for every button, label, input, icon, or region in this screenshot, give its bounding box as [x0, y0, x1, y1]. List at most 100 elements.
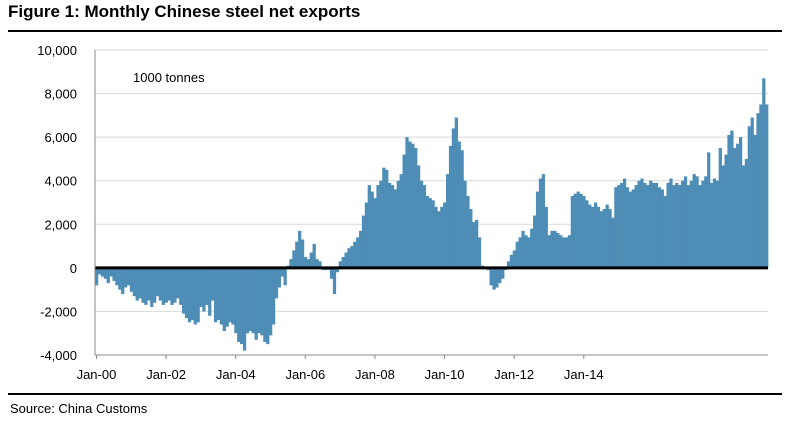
x-tick-label: Jan-04 — [216, 367, 256, 382]
x-tick-label: Jan-14 — [564, 367, 604, 382]
bar — [205, 267, 209, 305]
bar — [274, 267, 279, 299]
bar — [550, 230, 554, 268]
bar — [225, 267, 229, 327]
bar — [588, 204, 592, 268]
bar — [622, 178, 627, 268]
bar — [260, 267, 264, 336]
bar — [451, 128, 456, 268]
bar — [237, 267, 241, 342]
bar — [649, 180, 653, 268]
bar — [167, 267, 171, 301]
bar — [213, 267, 218, 323]
bar — [300, 239, 305, 268]
bar — [605, 204, 609, 268]
x-tick-label: Jan-06 — [285, 367, 325, 382]
figure-title: Figure 1: Monthly Chinese steel net expo… — [8, 2, 361, 21]
bar — [118, 267, 122, 290]
bar — [564, 237, 569, 268]
bar — [399, 174, 403, 268]
bar — [367, 185, 371, 268]
bar — [562, 237, 566, 268]
bar — [741, 165, 746, 268]
bar — [350, 246, 354, 268]
bar — [182, 267, 186, 314]
bar — [535, 191, 540, 268]
bar — [417, 165, 421, 268]
bar — [164, 267, 168, 303]
bar — [341, 256, 345, 268]
bar — [234, 267, 238, 334]
bar — [660, 189, 664, 268]
bar — [744, 158, 749, 268]
bar — [353, 241, 357, 268]
bar — [472, 222, 476, 268]
bar — [727, 134, 731, 268]
bar — [759, 104, 763, 268]
bar — [121, 267, 125, 294]
bar — [608, 209, 612, 268]
bar — [724, 154, 728, 268]
x-tick-label: Jan-02 — [146, 367, 186, 382]
bar — [373, 198, 377, 268]
bar — [498, 267, 502, 284]
bar — [475, 219, 479, 268]
bar — [460, 150, 464, 268]
bar — [509, 254, 514, 268]
bar — [521, 230, 525, 268]
bar — [419, 180, 424, 268]
bar — [559, 235, 563, 268]
bar — [463, 180, 467, 268]
bar — [683, 176, 688, 268]
bar — [109, 267, 113, 277]
bar — [292, 250, 296, 268]
bar — [126, 267, 131, 286]
bar — [443, 202, 447, 268]
bar — [695, 176, 699, 268]
bar — [730, 130, 734, 268]
bar — [596, 206, 601, 268]
bar — [422, 185, 427, 268]
bar — [251, 267, 255, 334]
bar — [385, 169, 389, 268]
bar — [469, 209, 473, 268]
bar — [454, 117, 458, 268]
bar — [747, 126, 751, 268]
bar — [257, 267, 261, 334]
bar — [512, 250, 516, 268]
bar — [477, 237, 482, 268]
bar — [402, 154, 406, 268]
bar — [582, 195, 586, 268]
bar — [112, 267, 116, 281]
y-tick-label: -4,000 — [40, 348, 77, 363]
bar — [95, 267, 99, 286]
bar — [266, 267, 270, 345]
bar — [263, 267, 267, 342]
x-tick-label: Jan-08 — [355, 367, 395, 382]
bar — [135, 267, 139, 301]
bar — [396, 180, 400, 268]
bar-series — [95, 78, 769, 351]
bar — [654, 182, 659, 268]
bar — [248, 267, 252, 332]
bar — [712, 178, 717, 268]
bar — [173, 267, 177, 303]
bottom-rule — [8, 393, 782, 395]
bar — [269, 267, 273, 336]
bar — [591, 206, 595, 268]
bar — [637, 180, 641, 268]
bar — [593, 202, 598, 268]
bar — [129, 267, 134, 292]
bar — [115, 267, 119, 286]
bar — [620, 182, 624, 268]
bar — [379, 180, 383, 268]
y-tick-label: 0 — [70, 261, 77, 276]
bar — [382, 167, 386, 268]
bar — [100, 267, 105, 277]
bar — [669, 178, 673, 268]
bar — [663, 195, 667, 268]
bar — [753, 134, 757, 268]
bar — [524, 235, 528, 268]
bar — [179, 267, 183, 305]
